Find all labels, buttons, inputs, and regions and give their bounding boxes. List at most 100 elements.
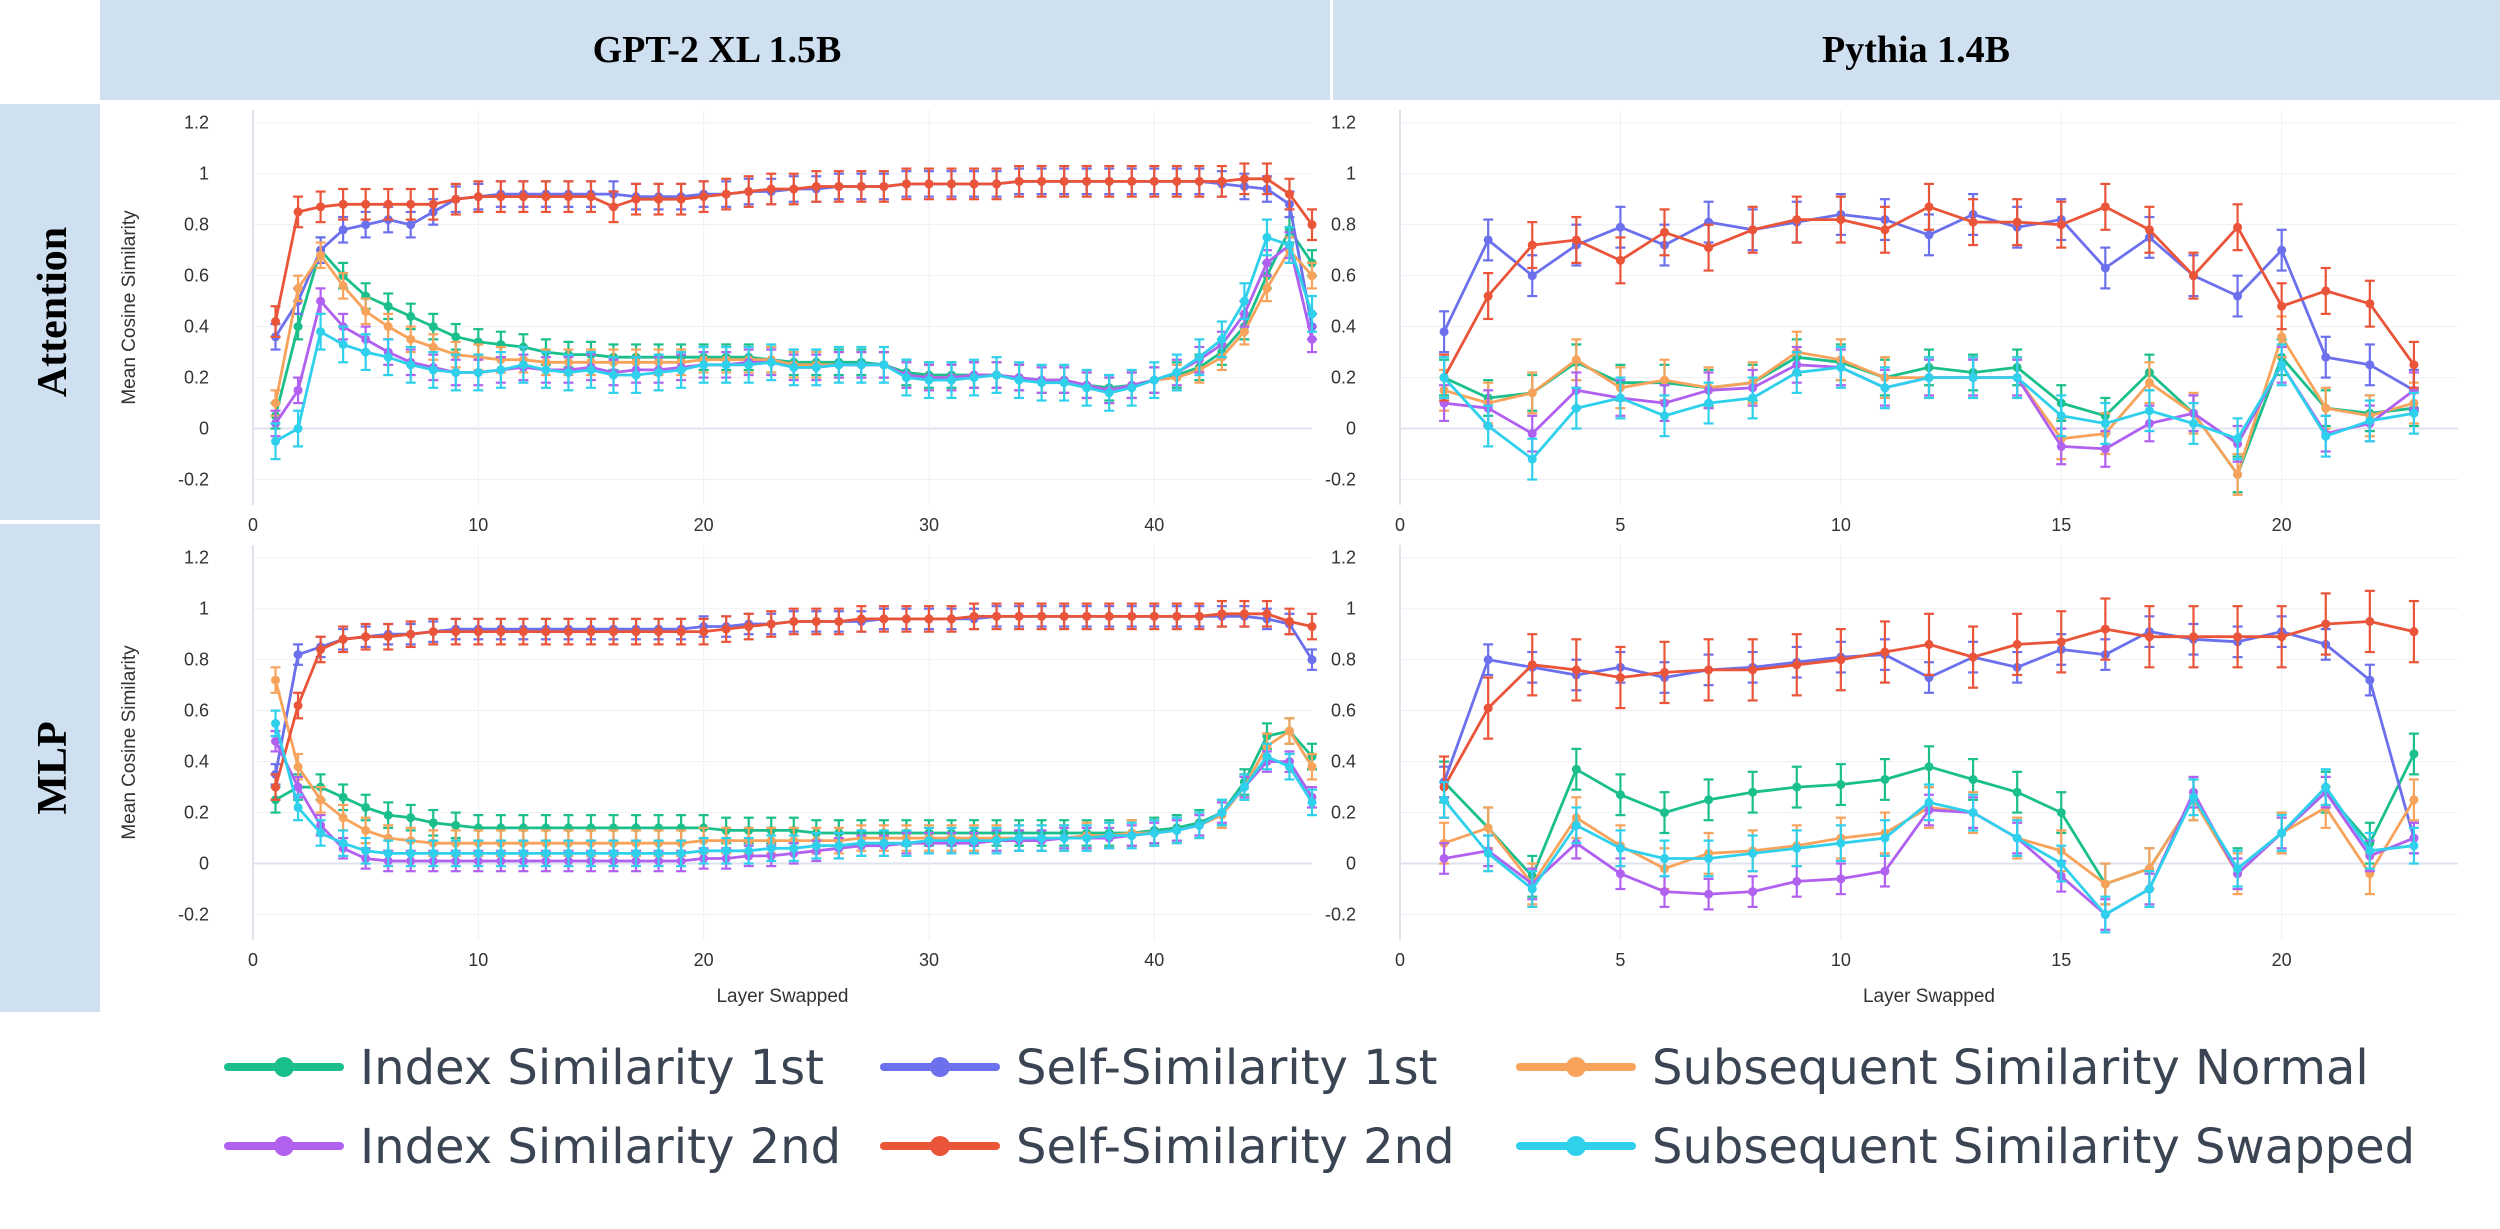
data-point[interactable]	[992, 836, 1002, 846]
data-point[interactable]	[2233, 864, 2243, 874]
data-point[interactable]	[2321, 782, 2331, 792]
data-point[interactable]	[1262, 174, 1272, 184]
data-point[interactable]	[293, 782, 303, 792]
data-point[interactable]	[2100, 418, 2110, 428]
data-point[interactable]	[2233, 291, 2243, 301]
data-point[interactable]	[1660, 808, 1669, 818]
data-point[interactable]	[1194, 820, 1204, 830]
data-point[interactable]	[1748, 665, 1758, 675]
data-point[interactable]	[383, 848, 393, 858]
data-point[interactable]	[631, 370, 641, 380]
data-point[interactable]	[2233, 469, 2243, 479]
data-point[interactable]	[1149, 828, 1159, 838]
data-point[interactable]	[2277, 828, 2287, 838]
data-point[interactable]	[361, 632, 371, 642]
data-point[interactable]	[293, 283, 303, 293]
data-point[interactable]	[338, 838, 348, 848]
data-point[interactable]	[1615, 393, 1625, 403]
data-point[interactable]	[2100, 624, 2110, 634]
data-point[interactable]	[1571, 764, 1581, 774]
data-point[interactable]	[383, 352, 393, 362]
data-point[interactable]	[2012, 217, 2022, 227]
data-point[interactable]	[631, 627, 641, 637]
data-point[interactable]	[834, 616, 844, 626]
data-point[interactable]	[789, 362, 799, 372]
data-point[interactable]	[1014, 375, 1024, 385]
data-point[interactable]	[2409, 795, 2419, 805]
data-point[interactable]	[406, 813, 416, 823]
data-point[interactable]	[1704, 889, 1714, 899]
data-point[interactable]	[654, 194, 664, 204]
data-point[interactable]	[1704, 243, 1714, 253]
data-point[interactable]	[856, 360, 866, 370]
data-point[interactable]	[1571, 355, 1581, 365]
data-point[interactable]	[1082, 176, 1092, 186]
data-point[interactable]	[293, 322, 303, 332]
data-point[interactable]	[2056, 808, 2066, 818]
data-point[interactable]	[1660, 667, 1669, 677]
data-point[interactable]	[1307, 271, 1317, 281]
data-point[interactable]	[1439, 795, 1449, 805]
data-point[interactable]	[2144, 378, 2154, 388]
data-point[interactable]	[2365, 416, 2375, 426]
data-point[interactable]	[1615, 255, 1625, 265]
data-point[interactable]	[1082, 833, 1092, 843]
data-point[interactable]	[563, 627, 573, 637]
data-point[interactable]	[271, 317, 281, 327]
data-point[interactable]	[1615, 843, 1625, 853]
data-point[interactable]	[992, 370, 1002, 380]
data-point[interactable]	[2056, 411, 2066, 421]
data-point[interactable]	[2409, 360, 2419, 370]
data-point[interactable]	[1284, 240, 1294, 250]
data-point[interactable]	[1439, 327, 1449, 337]
data-point[interactable]	[1014, 833, 1024, 843]
data-point[interactable]	[1307, 220, 1317, 230]
data-point[interactable]	[1527, 388, 1537, 398]
data-point[interactable]	[609, 370, 619, 380]
data-point[interactable]	[1704, 665, 1714, 675]
data-point[interactable]	[1104, 176, 1114, 186]
data-point[interactable]	[2189, 792, 2198, 802]
data-point[interactable]	[1149, 375, 1159, 385]
data-point[interactable]	[428, 322, 438, 332]
data-point[interactable]	[428, 199, 438, 209]
data-point[interactable]	[1307, 334, 1317, 344]
data-point[interactable]	[361, 347, 371, 357]
data-point[interactable]	[1748, 887, 1758, 897]
data-point[interactable]	[406, 220, 416, 230]
data-point[interactable]	[946, 375, 956, 385]
data-point[interactable]	[2056, 637, 2066, 647]
data-point[interactable]	[293, 701, 303, 711]
data-point[interactable]	[2321, 431, 2331, 441]
data-point[interactable]	[901, 614, 911, 624]
data-point[interactable]	[541, 365, 551, 375]
data-point[interactable]	[834, 181, 844, 191]
data-point[interactable]	[451, 820, 461, 830]
data-point[interactable]	[811, 362, 821, 372]
data-point[interactable]	[338, 813, 348, 823]
data-point[interactable]	[969, 836, 979, 846]
data-point[interactable]	[1748, 225, 1758, 235]
data-point[interactable]	[1149, 611, 1159, 621]
data-point[interactable]	[1239, 296, 1249, 306]
data-point[interactable]	[676, 365, 686, 375]
data-point[interactable]	[2277, 360, 2287, 370]
data-point[interactable]	[946, 614, 956, 624]
data-point[interactable]	[2012, 787, 2022, 797]
data-point[interactable]	[1307, 762, 1317, 772]
data-point[interactable]	[1483, 235, 1493, 245]
data-point[interactable]	[361, 846, 371, 856]
data-point[interactable]	[879, 181, 889, 191]
data-point[interactable]	[1483, 655, 1493, 665]
data-point[interactable]	[1704, 853, 1714, 863]
data-point[interactable]	[2321, 403, 2331, 413]
data-point[interactable]	[586, 192, 596, 202]
data-point[interactable]	[1571, 665, 1581, 675]
data-point[interactable]	[1059, 378, 1069, 388]
data-point[interactable]	[1748, 787, 1758, 797]
data-point[interactable]	[789, 616, 799, 626]
data-point[interactable]	[451, 367, 461, 377]
data-point[interactable]	[428, 627, 438, 637]
data-point[interactable]	[316, 795, 326, 805]
data-point[interactable]	[924, 375, 934, 385]
